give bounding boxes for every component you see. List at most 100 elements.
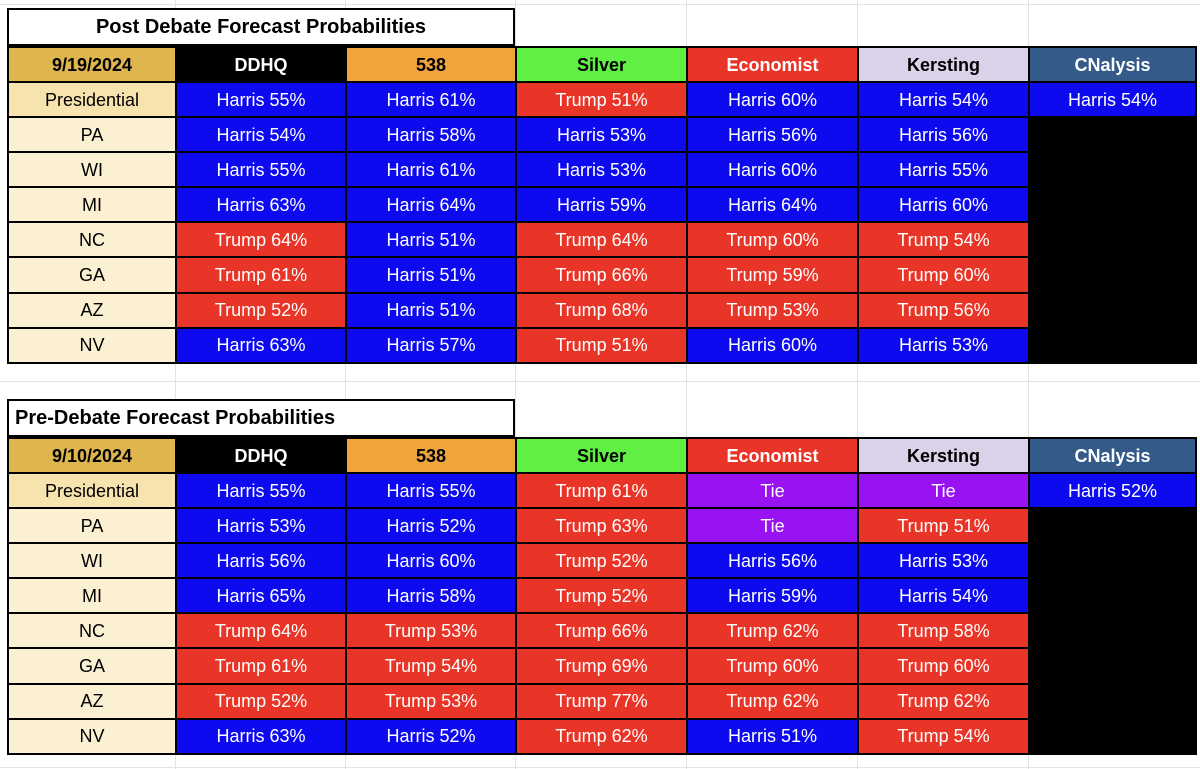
t2-column-header-silver[interactable]: Silver [517, 439, 686, 472]
t1-cell-mi-cnalysis[interactable] [1030, 188, 1195, 222]
t1-cell-presidential-economist[interactable]: Harris 60% [688, 83, 857, 117]
t2-row-label-nc[interactable]: NC [9, 614, 175, 648]
t1-column-header-kersting[interactable]: Kersting [859, 48, 1028, 81]
t1-cell-mi-kersting[interactable]: Harris 60% [859, 188, 1028, 222]
t2-cell-nv-538[interactable]: Harris 52% [347, 719, 515, 753]
t2-row-label-nv[interactable]: NV [9, 719, 175, 753]
t2-cell-az-cnalysis[interactable] [1030, 684, 1195, 718]
t2-cell-nc-kersting[interactable]: Trump 58% [859, 614, 1028, 648]
t2-cell-ga-economist[interactable]: Trump 60% [688, 649, 857, 683]
t2-cell-wi-kersting[interactable]: Harris 53% [859, 544, 1028, 578]
t1-cell-az-economist[interactable]: Trump 53% [688, 293, 857, 327]
t2-row-label-wi[interactable]: WI [9, 544, 175, 578]
t2-cell-nc-silver[interactable]: Trump 66% [517, 614, 686, 648]
t1-cell-ga-silver[interactable]: Trump 66% [517, 258, 686, 292]
t1-cell-pa-538[interactable]: Harris 58% [347, 118, 515, 152]
t1-cell-ga-538[interactable]: Harris 51% [347, 258, 515, 292]
t2-cell-presidential-economist[interactable]: Tie [688, 474, 857, 508]
t2-cell-presidential-538[interactable]: Harris 55% [347, 474, 515, 508]
t2-cell-nv-silver[interactable]: Trump 62% [517, 719, 686, 753]
t1-row-label-az[interactable]: AZ [9, 293, 175, 327]
t2-cell-nv-kersting[interactable]: Trump 54% [859, 719, 1028, 753]
t2-column-header-cnalysis[interactable]: CNalysis [1030, 439, 1195, 472]
t1-cell-ga-cnalysis[interactable] [1030, 258, 1195, 292]
t2-column-header-kersting[interactable]: Kersting [859, 439, 1028, 472]
t1-cell-wi-cnalysis[interactable] [1030, 153, 1195, 187]
t1-row-label-pa[interactable]: PA [9, 118, 175, 152]
t2-cell-pa-kersting[interactable]: Trump 51% [859, 509, 1028, 543]
t1-row-label-nc[interactable]: NC [9, 223, 175, 257]
t2-date-cell[interactable]: 9/10/2024 [9, 439, 175, 472]
t2-row-label-mi[interactable]: MI [9, 579, 175, 613]
t2-row-label-presidential[interactable]: Presidential [9, 474, 175, 508]
t1-cell-nc-economist[interactable]: Trump 60% [688, 223, 857, 257]
t1-cell-mi-ddhq[interactable]: Harris 63% [177, 188, 345, 222]
t1-cell-nv-kersting[interactable]: Harris 53% [859, 328, 1028, 362]
t2-row-label-ga[interactable]: GA [9, 649, 175, 683]
t2-column-header-538[interactable]: 538 [347, 439, 515, 472]
t1-cell-pa-cnalysis[interactable] [1030, 118, 1195, 152]
t2-cell-wi-economist[interactable]: Harris 56% [688, 544, 857, 578]
t2-cell-presidential-ddhq[interactable]: Harris 55% [177, 474, 345, 508]
t2-cell-nv-economist[interactable]: Harris 51% [688, 719, 857, 753]
t2-cell-nv-cnalysis[interactable] [1030, 719, 1195, 753]
t2-cell-nc-ddhq[interactable]: Trump 64% [177, 614, 345, 648]
t1-column-header-silver[interactable]: Silver [517, 48, 686, 81]
t1-cell-mi-silver[interactable]: Harris 59% [517, 188, 686, 222]
t1-cell-pa-economist[interactable]: Harris 56% [688, 118, 857, 152]
t2-cell-wi-ddhq[interactable]: Harris 56% [177, 544, 345, 578]
t2-cell-mi-kersting[interactable]: Harris 54% [859, 579, 1028, 613]
t2-cell-mi-ddhq[interactable]: Harris 65% [177, 579, 345, 613]
t1-cell-presidential-ddhq[interactable]: Harris 55% [177, 83, 345, 117]
t2-cell-ga-ddhq[interactable]: Trump 61% [177, 649, 345, 683]
t2-cell-pa-538[interactable]: Harris 52% [347, 509, 515, 543]
t1-cell-wi-538[interactable]: Harris 61% [347, 153, 515, 187]
t1-cell-presidential-kersting[interactable]: Harris 54% [859, 83, 1028, 117]
t2-cell-nc-cnalysis[interactable] [1030, 614, 1195, 648]
t1-cell-az-silver[interactable]: Trump 68% [517, 293, 686, 327]
t2-cell-mi-silver[interactable]: Trump 52% [517, 579, 686, 613]
t2-cell-pa-ddhq[interactable]: Harris 53% [177, 509, 345, 543]
t2-cell-az-538[interactable]: Trump 53% [347, 684, 515, 718]
t2-row-label-pa[interactable]: PA [9, 509, 175, 543]
t1-cell-ga-economist[interactable]: Trump 59% [688, 258, 857, 292]
t2-cell-presidential-cnalysis[interactable]: Harris 52% [1030, 474, 1195, 508]
t2-cell-pa-economist[interactable]: Tie [688, 509, 857, 543]
t1-cell-pa-kersting[interactable]: Harris 56% [859, 118, 1028, 152]
t1-cell-presidential-silver[interactable]: Trump 51% [517, 83, 686, 117]
t1-column-header-ddhq[interactable]: DDHQ [177, 48, 345, 81]
t2-cell-nc-538[interactable]: Trump 53% [347, 614, 515, 648]
t1-row-label-wi[interactable]: WI [9, 153, 175, 187]
t2-column-header-economist[interactable]: Economist [688, 439, 857, 472]
t2-row-label-az[interactable]: AZ [9, 684, 175, 718]
t1-column-header-economist[interactable]: Economist [688, 48, 857, 81]
t2-cell-mi-cnalysis[interactable] [1030, 579, 1195, 613]
t2-cell-az-silver[interactable]: Trump 77% [517, 684, 686, 718]
t2-cell-az-kersting[interactable]: Trump 62% [859, 684, 1028, 718]
t2-cell-ga-cnalysis[interactable] [1030, 649, 1195, 683]
t1-cell-nv-538[interactable]: Harris 57% [347, 328, 515, 362]
t2-cell-pa-cnalysis[interactable] [1030, 509, 1195, 543]
t2-cell-wi-538[interactable]: Harris 60% [347, 544, 515, 578]
t1-column-header-538[interactable]: 538 [347, 48, 515, 81]
t1-cell-wi-silver[interactable]: Harris 53% [517, 153, 686, 187]
t1-cell-az-ddhq[interactable]: Trump 52% [177, 293, 345, 327]
t2-cell-ga-538[interactable]: Trump 54% [347, 649, 515, 683]
t1-cell-wi-kersting[interactable]: Harris 55% [859, 153, 1028, 187]
t2-cell-az-ddhq[interactable]: Trump 52% [177, 684, 345, 718]
t1-cell-nc-ddhq[interactable]: Trump 64% [177, 223, 345, 257]
t2-cell-pa-silver[interactable]: Trump 63% [517, 509, 686, 543]
t1-cell-pa-ddhq[interactable]: Harris 54% [177, 118, 345, 152]
t1-row-label-ga[interactable]: GA [9, 258, 175, 292]
t2-cell-wi-cnalysis[interactable] [1030, 544, 1195, 578]
t1-cell-az-538[interactable]: Harris 51% [347, 293, 515, 327]
t2-cell-mi-538[interactable]: Harris 58% [347, 579, 515, 613]
t1-cell-nv-silver[interactable]: Trump 51% [517, 328, 686, 362]
pre-debate-title-cell[interactable]: Pre-Debate Forecast Probabilities [7, 399, 515, 437]
t1-cell-az-kersting[interactable]: Trump 56% [859, 293, 1028, 327]
t1-cell-mi-538[interactable]: Harris 64% [347, 188, 515, 222]
t1-cell-nv-ddhq[interactable]: Harris 63% [177, 328, 345, 362]
t1-row-label-nv[interactable]: NV [9, 328, 175, 362]
t2-cell-nv-ddhq[interactable]: Harris 63% [177, 719, 345, 753]
t1-cell-mi-economist[interactable]: Harris 64% [688, 188, 857, 222]
